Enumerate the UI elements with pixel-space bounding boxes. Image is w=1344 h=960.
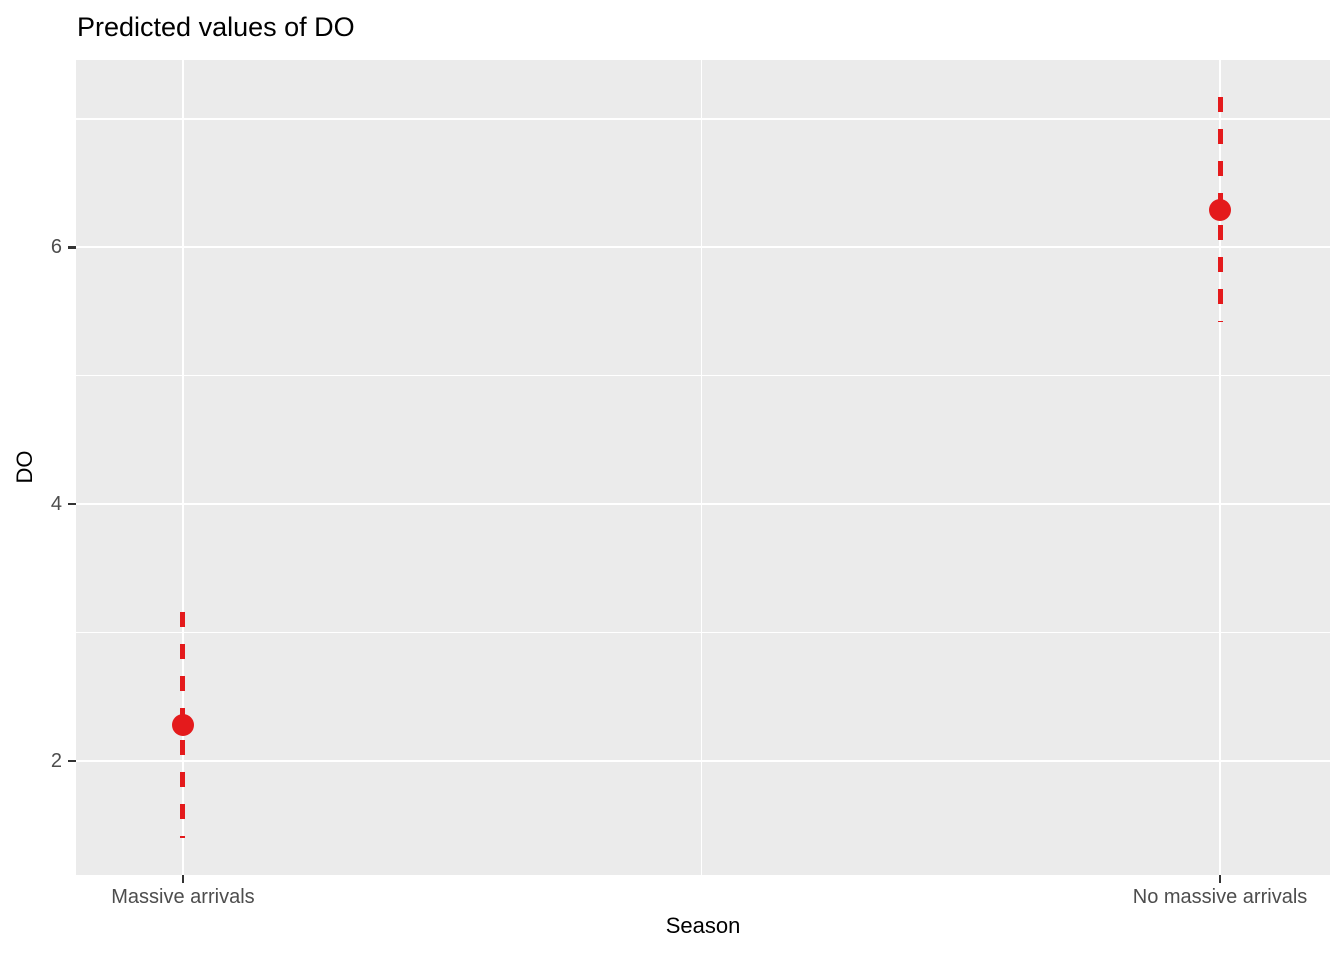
gridline-minor-h [76, 374, 1330, 377]
x-axis-title: Season [665, 913, 741, 938]
x-tick-mark [1218, 875, 1222, 883]
gridline-major-h [76, 246, 1330, 249]
y-tick-label: 2 [50, 749, 62, 772]
y-tick-label: 6 [50, 236, 62, 259]
gridline-minor-h [76, 118, 1330, 120]
plot-panel [76, 60, 1330, 875]
y-tick-mark [68, 759, 76, 763]
data-point [1209, 199, 1232, 222]
gridline-minor-v [700, 60, 703, 875]
data-point [171, 713, 194, 736]
x-tick-label: No massive arrivals [1132, 886, 1308, 908]
y-tick-mark [68, 246, 76, 249]
gridline-major-h [76, 503, 1330, 506]
gridline-major-v [1219, 60, 1222, 875]
y-tick-label: 4 [50, 493, 62, 516]
y-tick-mark [68, 502, 76, 506]
chart-title: Predicted values of DO [77, 12, 355, 42]
gridline-minor-h [76, 631, 1330, 634]
x-tick-label: Massive arrivals [111, 886, 255, 908]
y-axis-title: DO [12, 450, 37, 484]
x-tick-mark [181, 875, 185, 883]
gridline-major-v [181, 60, 184, 875]
gridline-major-h [76, 759, 1330, 762]
